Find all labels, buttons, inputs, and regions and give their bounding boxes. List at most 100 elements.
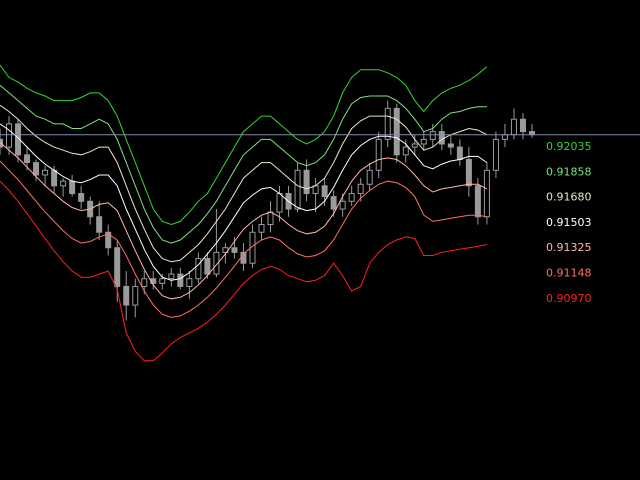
candle <box>411 134 418 155</box>
candle-body-up <box>402 146 409 156</box>
candle-body-up <box>141 278 148 287</box>
candle-body-up <box>195 258 202 280</box>
candle-body-up <box>357 183 364 195</box>
candle-body-down <box>321 185 328 198</box>
band-level-label: 0.92035 <box>546 140 592 153</box>
candle-body-up <box>366 169 373 185</box>
candle <box>348 185 355 206</box>
candle-body-up <box>384 107 391 140</box>
band-labels-layer: 0.92035 0.91858 0.91680 0.91503 0.91325 0.911… <box>546 140 592 305</box>
candle-body-down <box>465 158 472 187</box>
candle-body-up <box>294 169 301 210</box>
candle <box>168 267 175 287</box>
candle <box>375 131 382 179</box>
band-level-label: 0.91325 <box>546 241 592 254</box>
candle <box>6 116 13 155</box>
candle <box>195 252 202 284</box>
candle-body-up <box>510 118 517 136</box>
candle <box>60 178 67 197</box>
candle-body-down <box>519 118 526 133</box>
candle <box>474 178 481 225</box>
candle <box>303 159 310 202</box>
candle <box>33 159 40 182</box>
candle-body-down <box>114 247 121 287</box>
candle-body-up <box>429 131 436 140</box>
candle <box>366 162 373 191</box>
candle-body-up <box>267 211 274 226</box>
band-level-label: 0.91503 <box>546 216 592 229</box>
candle-body-up <box>42 169 49 176</box>
candle-body-up <box>348 193 355 202</box>
candle <box>483 162 490 225</box>
candle <box>384 100 391 148</box>
candle <box>204 252 211 279</box>
candle <box>96 201 103 240</box>
candle-body-down <box>96 216 103 233</box>
candle-body-down <box>123 285 130 306</box>
candle-body-down <box>447 143 454 148</box>
candle-body-down <box>105 231 112 249</box>
candle-body-up <box>312 185 319 195</box>
candle <box>330 190 337 217</box>
bands-layer <box>0 64 488 362</box>
candle-body-down <box>303 169 310 195</box>
candle-body-down <box>438 131 445 145</box>
candle-body-up <box>258 224 265 233</box>
candle <box>186 270 193 299</box>
candle-body-down <box>204 258 211 275</box>
candle <box>15 119 22 163</box>
candle-body-up <box>186 278 193 287</box>
band-line-4 <box>0 123 488 281</box>
candles-layer <box>0 100 535 321</box>
candle-body-down <box>177 273 184 287</box>
candle-body-down <box>24 154 31 164</box>
candle <box>447 134 454 155</box>
candle <box>42 165 49 186</box>
candle-body-up <box>132 285 139 306</box>
candle <box>231 236 238 259</box>
candle-body-down <box>33 162 40 176</box>
candle-body-down <box>330 196 337 210</box>
candle <box>429 123 436 148</box>
candle-body-up <box>411 143 418 148</box>
candle <box>258 216 265 240</box>
candle-body-down <box>51 169 58 187</box>
band-level-label: 0.90970 <box>546 292 592 305</box>
candle-body-up <box>339 200 346 210</box>
candle <box>294 162 301 213</box>
candle-body-down <box>69 180 76 195</box>
candle-body-up <box>168 273 175 280</box>
candle-body-down <box>15 123 22 156</box>
candle <box>132 278 139 318</box>
candle <box>393 103 400 163</box>
candle-body-down <box>456 146 463 160</box>
candle-body-up <box>276 193 283 213</box>
candle-body-up <box>6 123 13 148</box>
candle <box>402 139 409 163</box>
candle-body-up <box>492 138 499 171</box>
candle-body-down <box>231 247 238 253</box>
band-line-3 <box>0 104 488 263</box>
band-line-5 <box>0 142 488 300</box>
candle-body-up <box>60 180 67 187</box>
band-level-label: 0.91858 <box>546 165 592 178</box>
candle-body-up <box>159 278 166 284</box>
candle-body-down <box>393 107 400 156</box>
band-line-2 <box>0 84 487 244</box>
band-line-1 <box>0 64 488 226</box>
band-line-7 <box>0 180 487 362</box>
candle-body-up <box>420 138 427 145</box>
candle <box>465 147 472 197</box>
candle-body-down <box>78 193 85 202</box>
candle <box>123 270 130 321</box>
candle-body-up <box>213 251 220 275</box>
candle <box>105 224 112 256</box>
candle <box>357 178 364 202</box>
candle <box>492 131 499 179</box>
candle-body-down <box>474 185 481 218</box>
band-level-label: 0.91680 <box>546 191 592 204</box>
band-line-6 <box>0 160 487 318</box>
